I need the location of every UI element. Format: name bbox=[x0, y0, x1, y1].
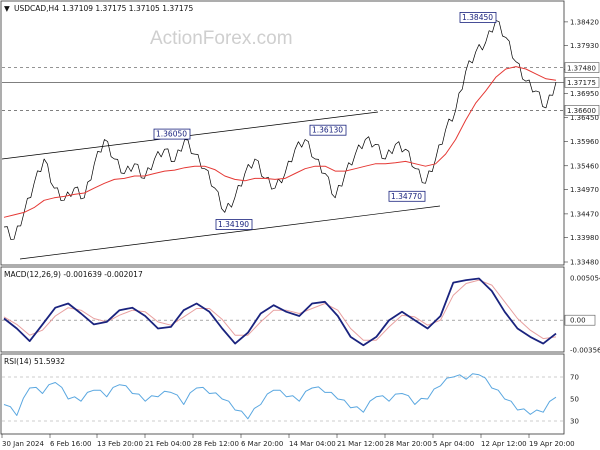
rsi-panel-frame bbox=[0, 353, 565, 435]
price-level-lines bbox=[2, 67, 564, 111]
annotation-box bbox=[309, 124, 347, 136]
macd-panel-frame bbox=[0, 266, 565, 353]
macd-tick-label: 0.005054 bbox=[570, 275, 600, 283]
annotation-label: 1.36130 bbox=[312, 126, 343, 135]
header-symbol: USDCAD,H4 bbox=[14, 4, 59, 13]
time-axis: 30 Jan 2024 6 Feb 16:00 13 Feb 20:00 21 Feb… bbox=[1, 434, 575, 448]
annotation-label: 1.34770 bbox=[391, 192, 422, 201]
price-tick-label: 1.35960 bbox=[570, 138, 599, 146]
panel-frames bbox=[0, 0, 565, 435]
macd-tick-label: 0.00 bbox=[570, 317, 586, 325]
level-value: 1.37480 bbox=[567, 64, 596, 72]
price-tick-label: 1.34970 bbox=[570, 186, 599, 194]
ema-line bbox=[3, 66, 557, 218]
time-tick-label: 21 Feb 04:00 bbox=[145, 440, 191, 448]
rsi-tick-label: 30 bbox=[570, 418, 579, 426]
rsi-line bbox=[3, 373, 557, 420]
annotation-box bbox=[153, 128, 191, 140]
macd-line bbox=[3, 277, 557, 347]
header-arrow: ▼ bbox=[4, 4, 10, 13]
price-panel-frame bbox=[0, 0, 565, 266]
price-tick-label: 1.33980 bbox=[570, 234, 599, 242]
rsi-title: RSI(14) 51.5932 bbox=[4, 357, 65, 366]
time-tick-label: 14 Mar 04:00 bbox=[289, 440, 336, 448]
channel-lower-line bbox=[19, 205, 441, 260]
level-box bbox=[564, 105, 600, 116]
price-series-layer bbox=[3, 20, 557, 240]
macd-layer: 0.005054 0.00 -0.003569 bbox=[2, 275, 600, 355]
macd-signal-line bbox=[3, 279, 557, 341]
time-tick-label: 19 Apr 20:00 bbox=[529, 440, 575, 448]
price-tick-label: 1.36950 bbox=[570, 90, 599, 98]
rsi-layer: 70 50 30 bbox=[2, 373, 579, 426]
annotation-label: 1.36050 bbox=[156, 130, 187, 139]
price-annotation-layer: 1.36050 1.36130 1.38450 1.34190 1.34770 bbox=[153, 12, 497, 230]
watermark: ActionForex.com bbox=[150, 28, 293, 49]
price-tick-label: 1.36450 bbox=[570, 114, 599, 122]
price-tick-label: 1.34470 bbox=[570, 210, 599, 218]
level-box bbox=[564, 77, 600, 88]
level-value: 1.37175 bbox=[567, 79, 596, 87]
time-tick-label: 6 Mar 20:00 bbox=[241, 440, 283, 448]
annotation-box bbox=[459, 12, 497, 23]
price-axis: 1.384201.379301.374401.369501.364501.359… bbox=[564, 18, 600, 267]
annotation-label: 1.38450 bbox=[462, 13, 493, 22]
time-tick-label: 30 Jan 2024 bbox=[2, 440, 45, 448]
price-line bbox=[3, 20, 557, 240]
rsi-tick-label: 70 bbox=[570, 374, 579, 382]
time-tick-label: 6 Feb 16:00 bbox=[50, 440, 91, 448]
price-tick-label: 1.35460 bbox=[570, 162, 599, 170]
macd-title: MACD(12,26,9) -0.001639 -0.002017 bbox=[4, 270, 143, 279]
header-ohlc: 1.37109 1.37175 1.37105 1.37175 bbox=[62, 4, 193, 13]
trend-channel bbox=[1, 111, 441, 260]
time-tick-label: 13 Feb 20:00 bbox=[97, 440, 143, 448]
price-tick-label: 1.33480 bbox=[570, 259, 599, 267]
time-tick-label: 21 Mar 12:00 bbox=[337, 440, 384, 448]
time-tick-label: 5 Apr 04:00 bbox=[433, 440, 474, 448]
annotation-label: 1.34190 bbox=[218, 220, 249, 229]
rsi-tick-label: 50 bbox=[570, 396, 579, 404]
macd-tick-label: -0.003569 bbox=[570, 347, 600, 355]
time-tick-label: 28 Mar 20:00 bbox=[385, 440, 432, 448]
annotation-box bbox=[388, 190, 426, 202]
macd-zero-box bbox=[564, 314, 596, 326]
level-box bbox=[564, 62, 600, 73]
time-tick-label: 12 Apr 12:00 bbox=[481, 440, 527, 448]
time-tick-label: 28 Feb 12:00 bbox=[193, 440, 239, 448]
level-value: 1.36600 bbox=[567, 107, 596, 115]
annotation-box bbox=[215, 219, 253, 230]
price-tick-label: 1.37930 bbox=[570, 42, 599, 50]
price-tick-label: 1.38420 bbox=[570, 18, 599, 26]
